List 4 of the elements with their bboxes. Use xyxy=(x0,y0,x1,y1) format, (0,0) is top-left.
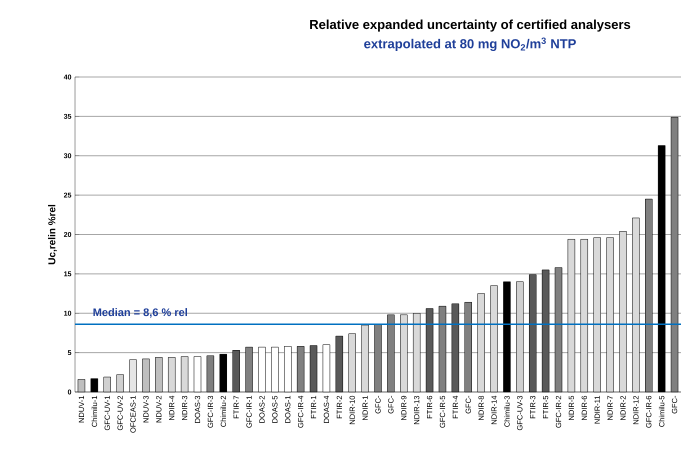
y-axis-title: Uc,relin %rel xyxy=(48,204,57,264)
chart-title: Relative expanded uncertainty of certified analysers xyxy=(310,20,630,32)
chart-subtitle: extrapolated at 80 mg NO$_{2}$/m$^{3}$ NTP xyxy=(364,38,576,51)
ref-line-label: Median = 8,6 % rel xyxy=(93,308,187,318)
